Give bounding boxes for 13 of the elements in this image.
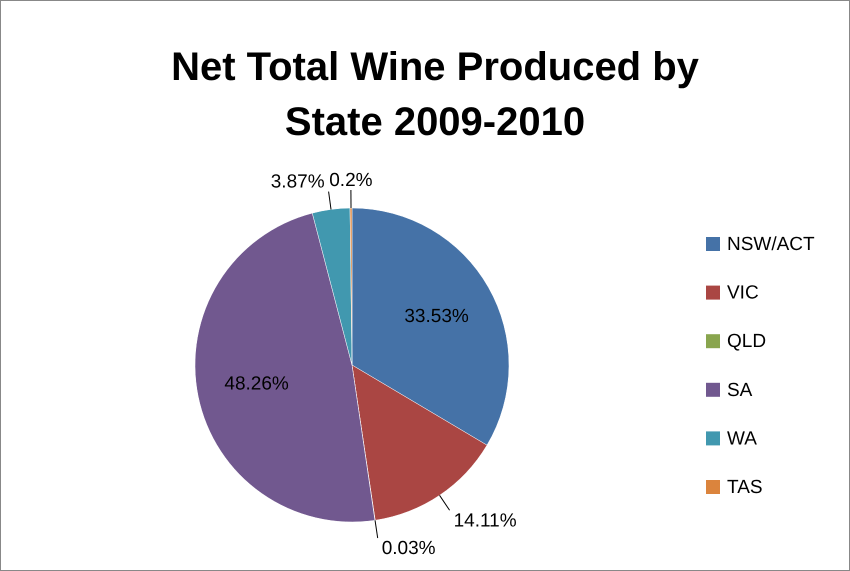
data-label: 0.2%	[329, 170, 373, 192]
legend-label: QLD	[727, 331, 766, 352]
legend-label: VIC	[727, 282, 759, 304]
data-label: 3.87%	[270, 172, 325, 193]
data-label: 14.11%	[454, 510, 517, 532]
data-label: 33.53%	[404, 306, 469, 327]
data-label: 0.03%	[382, 538, 436, 560]
legend-label: NSW/ACT	[727, 234, 815, 255]
legend-label: TAS	[727, 477, 763, 498]
chart-title: Net Total Wine Produced by State 2009-2010	[171, 45, 700, 144]
legend-label: SA	[727, 380, 753, 401]
legend-label: WA	[727, 428, 758, 450]
data-label: 48.26%	[224, 373, 289, 394]
